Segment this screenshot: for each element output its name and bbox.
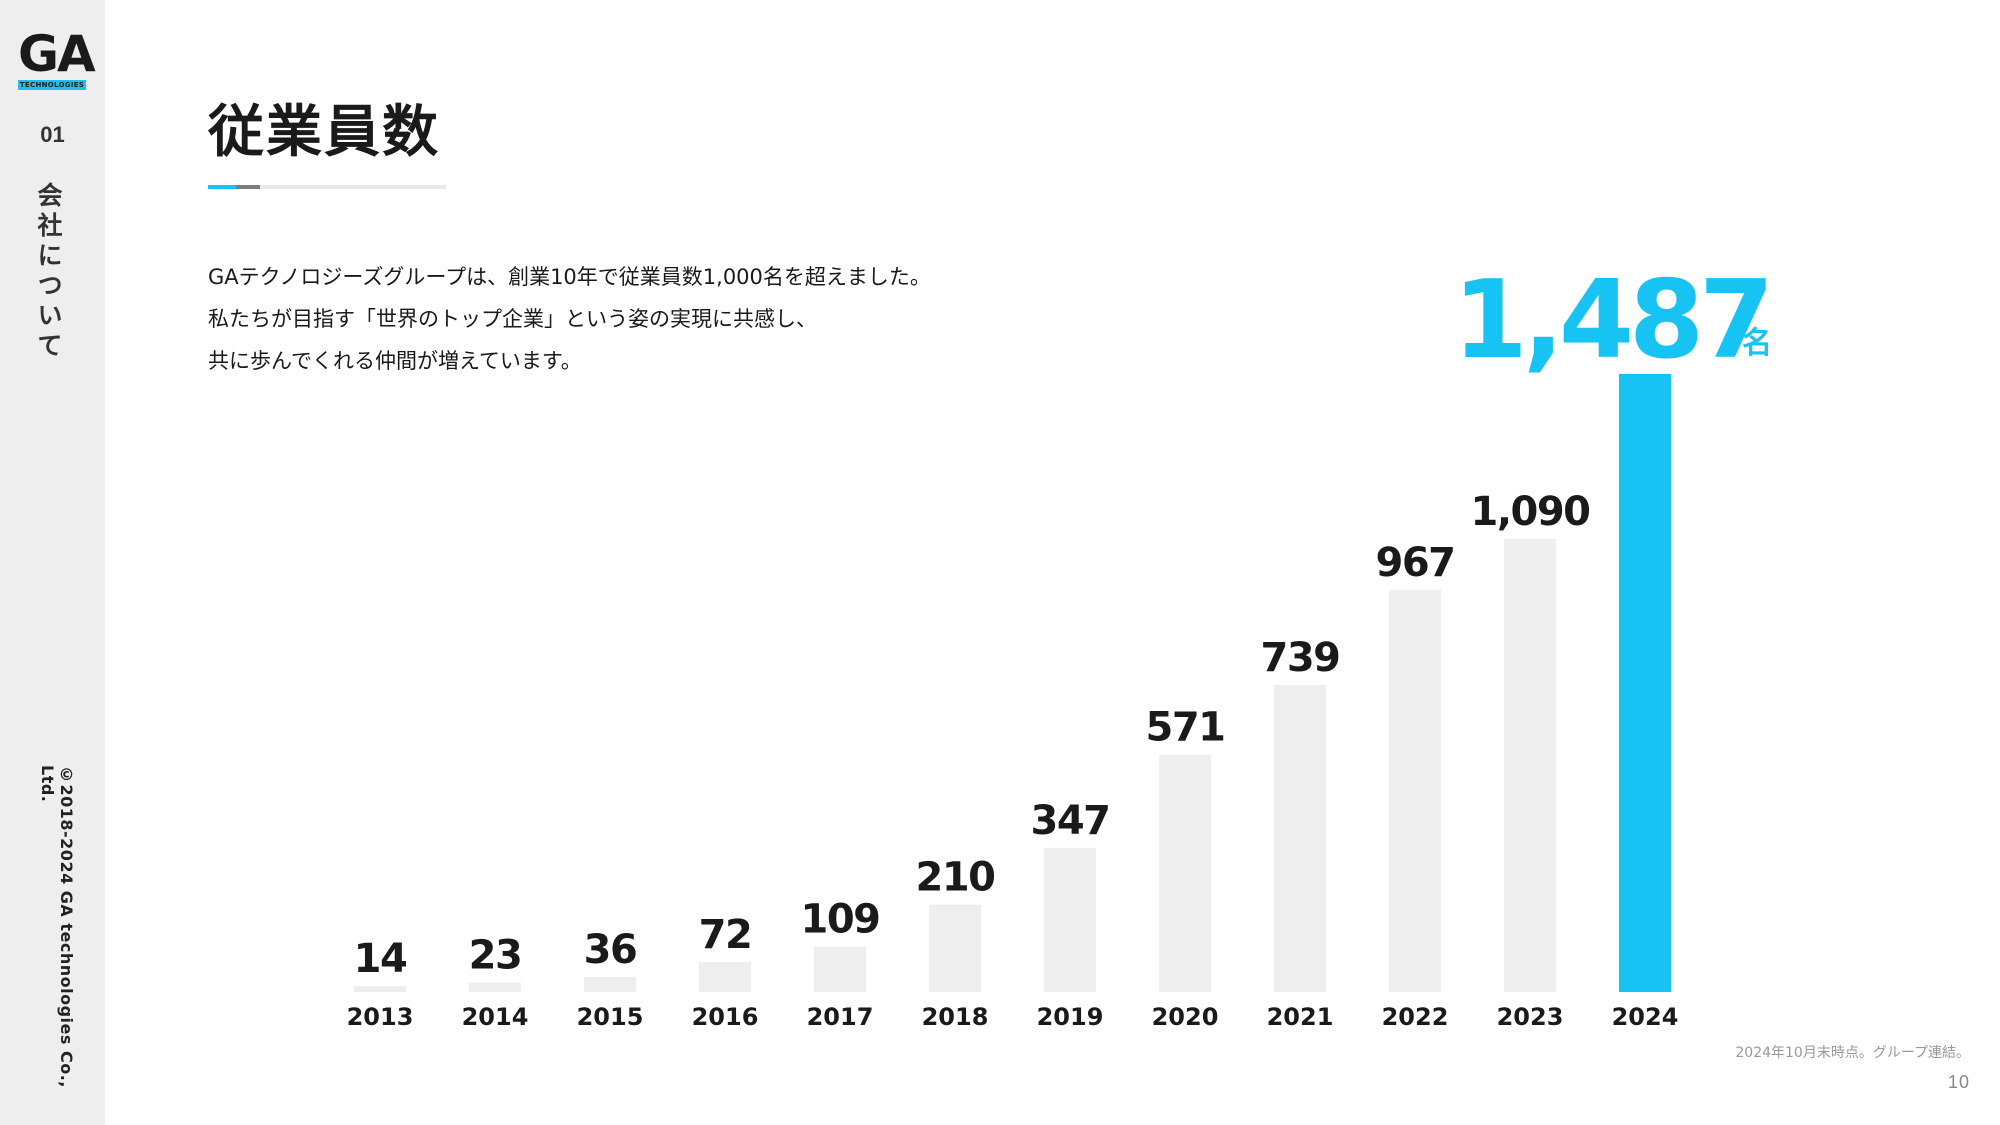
x-tick-2023: 2023 [1497,1003,1564,1031]
data-label-2020: 571 [1146,705,1225,751]
description-line-1: GAテクノロジーズグループは、創業10年で従業員数1,000名を超えました。 [208,265,931,289]
bar-2019 [1044,847,1096,992]
x-tick-2018: 2018 [922,1003,989,1031]
description: GAテクノロジーズグループは、創業10年で従業員数1,000名を超えました。 私… [208,256,931,382]
description-line-3: 共に歩んでくれる仲間が増えています。 [208,349,582,373]
ga-logo[interactable]: GA TECHNOLOGIES [18,25,96,90]
bar-2024 [1619,374,1671,992]
bar-2020 [1159,754,1211,992]
bar-2018 [929,904,981,992]
x-tick-2019: 2019 [1037,1003,1104,1031]
title-underline [208,185,446,189]
footnote: 2024年10月末時点。グループ連結。 [1735,1045,1970,1061]
bar-2023 [1504,538,1556,992]
data-label-2015: 36 [584,927,637,973]
data-label-2017: 109 [801,897,880,943]
logo-subtext: TECHNOLOGIES [18,80,86,90]
section-number: 01 [40,122,65,147]
x-tick-2017: 2017 [807,1003,874,1031]
x-tick-2013: 2013 [347,1003,414,1031]
data-label-2021: 739 [1261,635,1340,681]
bar-2015 [584,977,636,992]
x-tick-2021: 2021 [1267,1003,1334,1031]
x-tick-2015: 2015 [577,1003,644,1031]
x-tick-2016: 2016 [692,1003,759,1031]
x-tick-2020: 2020 [1152,1003,1219,1031]
copyright-notice: ©2018-2024 GA technologies Co., Ltd. [38,765,76,1088]
data-label-2013: 14 [354,936,407,982]
data-label-2016: 72 [699,912,752,958]
bar-2022 [1389,590,1441,992]
data-label-2024: 1,487 [1453,258,1770,383]
bar-2016 [699,962,751,992]
logo-text: GA [18,25,96,83]
bar-2013 [354,986,406,992]
data-label-2019: 347 [1031,798,1110,844]
data-label-2022: 967 [1376,540,1455,586]
bar-2014 [469,982,521,992]
bar-2021 [1274,684,1326,992]
page-number: 10 [1947,1072,1970,1092]
bar-2017 [814,946,866,992]
data-label-2023: 1,090 [1470,489,1589,535]
data-label-2014: 23 [469,932,522,978]
unit-label: 名 [1742,326,1772,361]
x-tick-2024: 2024 [1612,1003,1679,1031]
data-label-2018: 210 [916,855,995,901]
section-name: 会社について [34,182,63,362]
title-underline-accent [208,185,236,189]
page-title: 従業員数 [208,100,440,165]
x-tick-2022: 2022 [1382,1003,1449,1031]
x-tick-2014: 2014 [462,1003,529,1031]
sidebar: GA TECHNOLOGIES 01 会社について ©2018-2024 GA … [0,0,105,1125]
title-underline-gray [236,185,260,189]
description-line-2: 私たちが目指す「世界のトップ企業」という姿の実現に共感し、 [208,307,817,331]
